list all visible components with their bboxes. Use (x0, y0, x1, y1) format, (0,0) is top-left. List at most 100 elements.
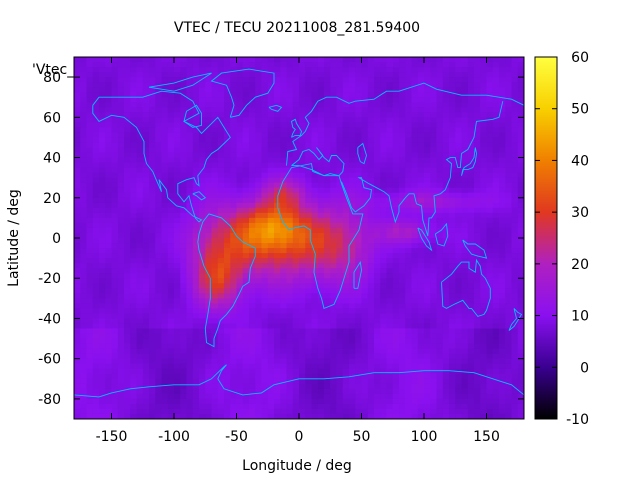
heat-cell (417, 398, 425, 405)
heat-cell (155, 293, 163, 299)
heat-cell (324, 102, 331, 108)
heat-cell (124, 222, 131, 229)
heat-cell (186, 313, 194, 320)
heat-cell (267, 112, 275, 118)
heat-cell (361, 122, 369, 128)
heat-cell (349, 313, 356, 320)
heat-cell (105, 253, 113, 259)
heat-cell (92, 112, 100, 118)
heat-cell (111, 258, 119, 264)
heat-cell (517, 122, 524, 128)
heat-cell (80, 122, 88, 128)
heat-cell (130, 348, 138, 355)
heat-cell (417, 127, 425, 134)
heat-cell (424, 97, 431, 103)
heat-cell (330, 137, 338, 144)
heat-cell (124, 127, 131, 134)
heat-cell (205, 313, 213, 320)
heat-cell (305, 293, 313, 299)
heat-cell (317, 253, 325, 259)
heat-cell (142, 238, 150, 244)
heat-cell (136, 72, 144, 78)
heat-cell (299, 187, 306, 194)
heat-cell (424, 67, 431, 73)
heat-cell (305, 268, 313, 274)
heat-cell (86, 373, 94, 380)
heat-cell (74, 122, 81, 128)
heat-cell (367, 137, 375, 144)
heat-cell (305, 177, 313, 184)
heat-cell (267, 248, 275, 254)
heat-cell (130, 82, 138, 88)
heat-cell (230, 172, 238, 179)
heat-cell (211, 388, 219, 395)
heat-cell (461, 288, 469, 294)
heat-cell (499, 388, 506, 395)
heat-cell (80, 147, 88, 154)
heat-cell (386, 57, 394, 63)
heat-cell (392, 212, 400, 219)
heat-cell (286, 72, 294, 78)
heat-cell (80, 197, 88, 204)
heat-cell (136, 227, 144, 234)
heat-cell (474, 393, 481, 400)
heat-cell (105, 92, 113, 98)
heat-cell (355, 323, 363, 330)
heat-cell (486, 283, 494, 289)
heat-cell (299, 348, 306, 355)
heat-cell (324, 248, 331, 254)
heat-cell (192, 212, 200, 219)
heat-cell (517, 393, 524, 400)
heat-cell (224, 57, 231, 63)
heat-cell (399, 358, 406, 365)
heat-cell (242, 258, 250, 264)
heat-cell (86, 132, 94, 139)
heat-cell (492, 232, 500, 239)
heat-cell (267, 102, 275, 108)
heat-cell (405, 187, 413, 194)
heat-cell (455, 243, 463, 249)
heat-cell (205, 67, 213, 73)
heat-cell (186, 217, 194, 224)
heat-cell (161, 97, 169, 103)
heat-cell (405, 338, 413, 345)
heat-cell (186, 152, 194, 159)
heat-cell (149, 348, 156, 355)
heat-cell (442, 67, 450, 73)
heat-cell (205, 398, 213, 405)
heat-cell (361, 162, 369, 169)
heat-cell (205, 333, 213, 340)
heat-cell (167, 57, 175, 63)
heat-cell (92, 328, 100, 335)
heat-cell (111, 303, 119, 309)
heat-cell (367, 127, 375, 134)
heat-cell (192, 177, 200, 184)
heat-cell (286, 333, 294, 340)
heat-cell (255, 333, 263, 340)
heat-cell (161, 378, 169, 385)
heat-cell (349, 258, 356, 264)
heat-cell (105, 137, 113, 144)
heat-cell (255, 383, 263, 390)
heat-cell (480, 142, 488, 149)
heat-cell (386, 207, 394, 214)
heat-cell (205, 373, 213, 380)
heat-cell (274, 373, 281, 380)
heat-cell (130, 253, 138, 259)
heat-cell (336, 112, 344, 118)
heat-cell (374, 348, 381, 355)
heat-cell (342, 137, 350, 144)
heat-cell (317, 368, 325, 375)
heat-cell (511, 157, 519, 164)
heat-cell (192, 107, 200, 113)
heat-cell (317, 222, 325, 229)
heat-cell (299, 207, 306, 214)
heat-cell (230, 182, 238, 189)
heat-cell (130, 238, 138, 244)
heat-cell (80, 238, 88, 244)
heat-cell (486, 212, 494, 219)
heat-cell (80, 268, 88, 274)
heat-cell (399, 122, 406, 128)
heat-cell (311, 82, 319, 88)
heat-cell (136, 288, 144, 294)
